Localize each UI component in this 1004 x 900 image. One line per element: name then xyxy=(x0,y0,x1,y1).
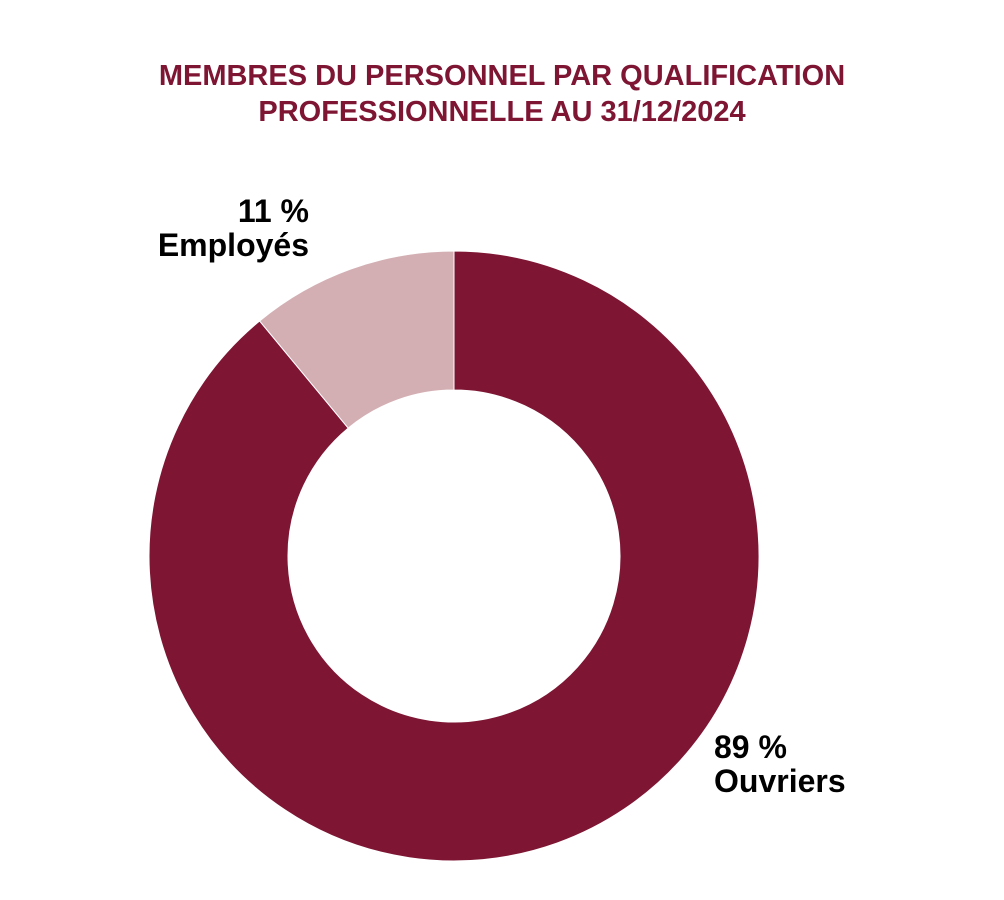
chart-title: MEMBRES DU PERSONNEL PAR QUALIFICATION P… xyxy=(0,58,1004,130)
donut-slices xyxy=(148,250,760,862)
slice-label-employes: 11 % Employés xyxy=(158,194,309,262)
donut-slice-ouvriers xyxy=(148,250,760,862)
slice-label-ouvriers: 89 % Ouvriers xyxy=(714,730,846,798)
chart-title-line-2: PROFESSIONNELLE AU 31/12/2024 xyxy=(258,96,746,128)
donut-slice-employes xyxy=(258,250,455,429)
slice-value-ouvriers: 89 % xyxy=(714,729,787,765)
slice-value-employes: 11 % xyxy=(237,193,309,229)
slice-name-ouvriers: Ouvriers xyxy=(714,763,846,799)
slice-name-employes: Employés xyxy=(157,227,309,263)
chart-title-line-1: MEMBRES DU PERSONNEL PAR QUALIFICATION xyxy=(158,60,846,92)
